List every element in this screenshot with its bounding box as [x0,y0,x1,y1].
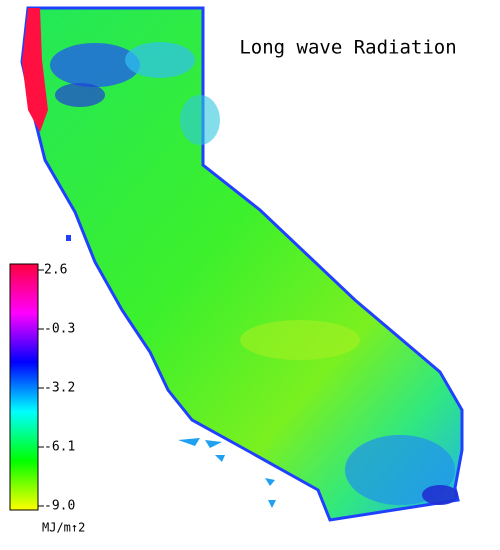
california-map [20,6,464,522]
colorbar-unit: MJ/m↑2 [42,521,85,535]
colorbar [9,263,39,511]
map-title: Long wave Radiation [239,37,456,59]
colorbar-tick-label: -6.1 [44,440,75,455]
colorbar-tick-label: -3.2 [44,381,75,396]
colorbar-tick-label: -9.0 [44,499,75,514]
colorbar-tick-label: 2.6 [44,263,67,278]
colorbar-tick-label: -0.3 [44,322,75,337]
